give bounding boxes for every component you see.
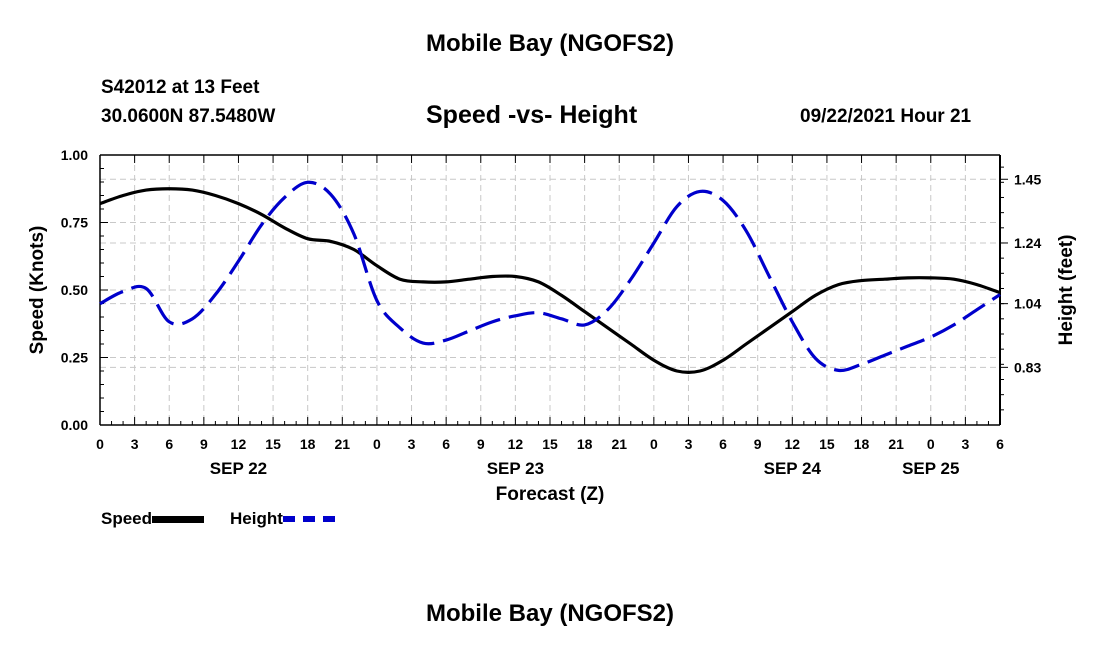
y-tick-label: 0.75 <box>61 215 88 231</box>
x-tick-label: 0 <box>96 436 104 452</box>
footer-title: Mobile Bay (NGOFS2) <box>425 600 675 627</box>
x-tick-label: 15 <box>542 436 558 452</box>
day-label: SEP 24 <box>764 459 822 478</box>
x-tick-label: 15 <box>819 436 835 452</box>
y2-tick-label: 1.04 <box>1014 296 1041 312</box>
x-tick-label: 3 <box>685 436 693 452</box>
x-tick-label: 18 <box>854 436 870 452</box>
coordinates-label: 30.0600N 87.5480W <box>101 106 276 127</box>
y-tick-label: 0.00 <box>61 417 88 433</box>
x-tick-label: 3 <box>408 436 416 452</box>
day-label: SEP 23 <box>487 459 544 478</box>
x-tick-label: 9 <box>477 436 485 452</box>
legend-speed-label: Speed <box>101 509 153 528</box>
legend-height: Height <box>230 509 335 529</box>
legend-speed: Speed <box>101 509 205 529</box>
x-tick-label: 0 <box>373 436 381 452</box>
y2-tick-label: 1.45 <box>1014 171 1041 187</box>
x-tick-label: 6 <box>165 436 173 452</box>
page-title: Mobile Bay (NGOFS2) <box>425 30 675 57</box>
x-tick-label: 21 <box>888 436 904 452</box>
series-speed-line <box>99 187 1001 374</box>
x-tick-label: 6 <box>442 436 450 452</box>
x-tick-label: 18 <box>300 436 316 452</box>
x-tick-label: 18 <box>577 436 593 452</box>
series-height-line <box>99 180 1001 373</box>
x-tick-label: 9 <box>754 436 762 452</box>
y2-tick-label: 1.24 <box>1014 235 1041 251</box>
y2-tick-label: 0.83 <box>1014 359 1041 375</box>
x-axis-title: Forecast (Z) <box>496 484 605 505</box>
x-tick-label: 6 <box>719 436 727 452</box>
legend-height-label: Height <box>230 509 283 528</box>
x-tick-label: 12 <box>785 436 801 452</box>
x-tick-label: 21 <box>611 436 627 452</box>
x-tick-label: 21 <box>335 436 351 452</box>
forecast-timestamp: 09/22/2021 Hour 21 <box>800 106 972 127</box>
x-tick-label: 0 <box>650 436 658 452</box>
x-tick-label: 0 <box>927 436 935 452</box>
y-tick-label: 0.25 <box>61 350 88 366</box>
x-tick-label: 12 <box>508 436 524 452</box>
y2-axis-title: Height (feet) <box>1056 235 1077 346</box>
x-tick-label: 12 <box>231 436 247 452</box>
y-axis-title: Speed (Knots) <box>27 226 48 355</box>
y-tick-label: 0.50 <box>61 282 88 298</box>
legend-speed-swatch <box>152 515 205 523</box>
x-tick-label: 6 <box>996 436 1004 452</box>
x-tick-label: 3 <box>961 436 969 452</box>
day-label: SEP 25 <box>902 459 959 478</box>
y-tick-label: 1.00 <box>61 147 88 163</box>
x-tick-label: 9 <box>200 436 208 452</box>
x-tick-label: 3 <box>131 436 139 452</box>
day-label: SEP 22 <box>210 459 267 478</box>
x-tick-label: 15 <box>265 436 281 452</box>
chart-subtitle: Speed -vs- Height <box>426 101 638 129</box>
station-label: S42012 at 13 Feet <box>101 77 260 98</box>
legend-height-swatch <box>282 516 335 522</box>
